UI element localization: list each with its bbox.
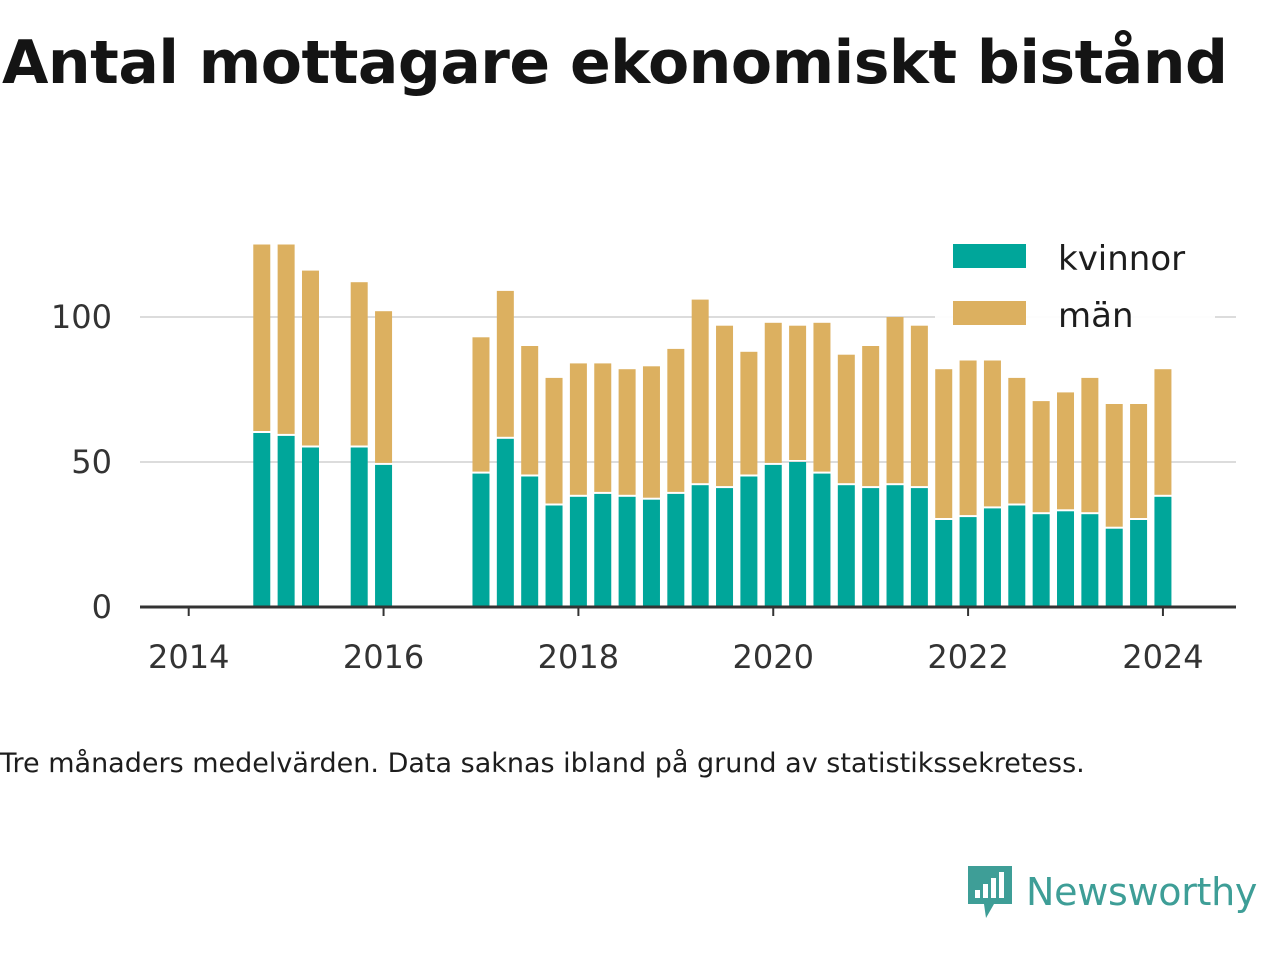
bar-kvinnor: [1008, 505, 1026, 607]
bar-man: [1154, 369, 1172, 495]
y-tick-label: 100: [51, 298, 112, 336]
bar-man: [350, 282, 368, 446]
bar-man: [910, 325, 928, 487]
bar-kvinnor: [277, 435, 295, 607]
bar-kvinnor: [594, 493, 612, 607]
legend-label: män: [1058, 296, 1134, 336]
bar-man: [375, 311, 393, 463]
bar-kvinnor: [375, 464, 393, 607]
bar-man: [277, 244, 295, 434]
bar-man: [618, 369, 636, 495]
bar-kvinnor: [862, 488, 880, 607]
bar-kvinnor: [1032, 514, 1050, 607]
bar-kvinnor: [789, 462, 807, 607]
bar-kvinnor: [253, 433, 271, 607]
y-tick-label: 50: [71, 443, 112, 481]
bar-kvinnor: [1105, 528, 1123, 607]
bar-kvinnor: [1130, 520, 1148, 607]
bar-man: [496, 290, 514, 437]
bar-kvinnor: [1154, 496, 1172, 607]
bar-man: [545, 377, 563, 504]
bar-kvinnor: [618, 496, 636, 607]
bar-man: [935, 369, 953, 518]
bar-man: [1008, 377, 1026, 504]
bar-kvinnor: [301, 447, 319, 607]
x-tick-label: 2024: [1122, 638, 1203, 676]
bar-man: [691, 299, 709, 484]
bar-man: [1105, 404, 1123, 527]
bar-kvinnor: [959, 517, 977, 607]
x-tick-label: 2020: [733, 638, 814, 676]
brand-name: Newsworthy: [1026, 870, 1258, 914]
bar-kvinnor: [1081, 514, 1099, 607]
bar-man: [740, 351, 758, 475]
bar-kvinnor: [350, 447, 368, 607]
bar-man: [983, 360, 1001, 507]
x-tick-label: 2018: [538, 638, 619, 676]
bar-man: [1081, 377, 1099, 513]
bar-man: [886, 317, 904, 484]
bar-man: [862, 346, 880, 487]
bar-kvinnor: [740, 476, 758, 607]
chart-title: Antal mottagare ekonomiskt bistånd: [2, 28, 1228, 98]
legend-swatch-kvinnor: [953, 244, 1026, 268]
chart-footnote: Tre månaders medelvärden. Data saknas ib…: [0, 748, 1085, 779]
bar-kvinnor: [910, 488, 928, 607]
bar-kvinnor: [935, 520, 953, 607]
x-tick-label: 2014: [148, 638, 229, 676]
bar-man: [594, 363, 612, 492]
bar-man: [716, 325, 734, 487]
bar-kvinnor: [716, 488, 734, 607]
bar-kvinnor: [764, 464, 782, 607]
bar-man: [569, 363, 587, 495]
bar-man: [1130, 404, 1148, 518]
bar-man: [301, 270, 319, 446]
bar-man: [813, 322, 831, 472]
bar-kvinnor: [837, 485, 855, 607]
bar-kvinnor: [642, 499, 660, 607]
bar-kvinnor: [569, 496, 587, 607]
x-tick-label: 2022: [927, 638, 1008, 676]
bar-man: [253, 244, 271, 431]
bar-kvinnor: [472, 473, 490, 607]
bar-man: [521, 346, 539, 475]
bar-kvinnor: [496, 438, 514, 607]
bar-kvinnor: [545, 505, 563, 607]
legend-swatch-man: [953, 301, 1026, 325]
bar-man: [1057, 392, 1075, 510]
bar-man: [789, 325, 807, 460]
x-tick-label: 2016: [343, 638, 424, 676]
bar-kvinnor: [667, 493, 685, 607]
bar-kvinnor: [521, 476, 539, 607]
bar-man: [472, 337, 490, 472]
y-tick-label: 0: [92, 588, 112, 626]
bar-kvinnor: [691, 485, 709, 607]
bar-kvinnor: [983, 508, 1001, 607]
bar-man: [764, 322, 782, 463]
bar-kvinnor: [886, 485, 904, 607]
bar-man: [837, 354, 855, 484]
legend-label: kvinnor: [1058, 239, 1185, 279]
bar-man: [667, 348, 685, 492]
brand-logo[interactable]: Newsworthy: [964, 862, 1257, 922]
newsworthy-logo-icon: [968, 866, 1012, 918]
bar-kvinnor: [1057, 511, 1075, 607]
bar-man: [642, 366, 660, 498]
bar-man: [959, 360, 977, 516]
bar-kvinnor: [813, 473, 831, 607]
bar-man: [1032, 401, 1050, 513]
